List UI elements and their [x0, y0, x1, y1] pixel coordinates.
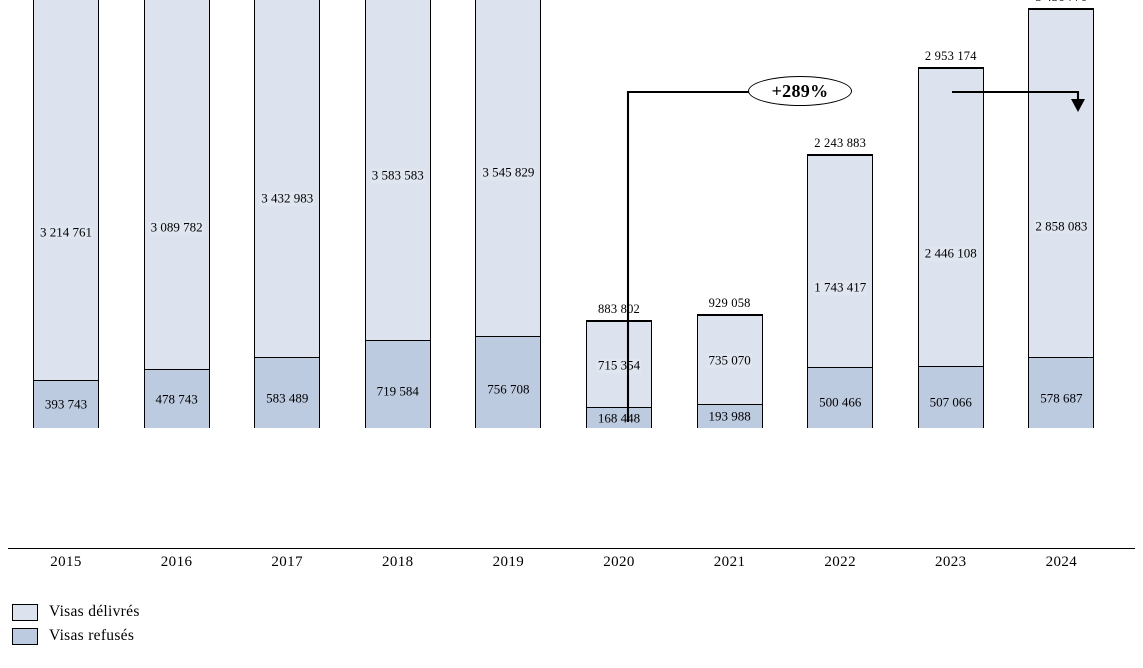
chart-legend: Visas délivrés Visas refusés: [12, 600, 140, 648]
total-label-2021: 929 058: [708, 296, 751, 311]
value-label-refused-2015: 393 743: [44, 396, 88, 412]
segment-delivered-2017[interactable]: 3 432 983: [254, 0, 321, 357]
value-label-delivered-2019: 3 545 829: [481, 164, 536, 181]
x-axis-label-2018: 2018: [381, 554, 414, 570]
segment-refused-2022[interactable]: 500 466: [807, 366, 874, 428]
segment-refused-2018[interactable]: 719 584: [364, 340, 431, 428]
segment-delivered-2021[interactable]: 735 070: [696, 314, 763, 405]
value-label-delivered-2020: 715 354: [596, 357, 642, 374]
legend-swatch-refused: [12, 627, 38, 645]
x-axis-label-2019: 2019: [492, 554, 525, 570]
total-label-2022: 2 243 883: [814, 135, 867, 150]
x-axis-label-2022: 2022: [824, 554, 856, 570]
x-axis-line: [8, 548, 1135, 549]
segment-delivered-2016[interactable]: 3 089 782: [143, 0, 210, 370]
segment-refused-2016[interactable]: 478 743: [143, 369, 210, 428]
segment-refused-2015[interactable]: 393 743: [33, 379, 99, 428]
segment-refused-2019[interactable]: 756 708: [475, 335, 542, 428]
bar-column-2021[interactable]: 929 058 735 070 193 988: [696, 296, 763, 428]
segment-delivered-2020[interactable]: 715 354: [586, 319, 652, 408]
value-label-refused-2018: 719 584: [376, 383, 419, 399]
segment-delivered-2022[interactable]: 1 743 417: [807, 153, 874, 367]
segment-delivered-2015[interactable]: 3 214 761: [33, 0, 99, 380]
legend-label-refused: Visas refusés: [49, 627, 135, 644]
x-axis-label-2021: 2021: [713, 554, 746, 570]
value-label-refused-2016: 478 743: [155, 391, 198, 407]
legend-swatch-delivered: [12, 603, 38, 621]
value-label-refused-2019: 756 708: [487, 381, 530, 397]
value-label-refused-2017: 583 489: [266, 390, 309, 406]
value-label-refused-2020: 168 448: [597, 410, 641, 426]
segment-refused-2024[interactable]: 578 687: [1028, 357, 1095, 428]
x-axis-label-2020: 2020: [603, 554, 635, 570]
segment-delivered-2024[interactable]: 2 858 083: [1028, 7, 1095, 358]
x-axis-label-2015: 2015: [50, 554, 82, 570]
segment-delivered-2019[interactable]: 3 545 829: [475, 0, 542, 336]
bar-column-2023[interactable]: 2 953 174 2 446 108 507 066: [917, 49, 984, 428]
total-label-2020: 883 802: [597, 301, 641, 316]
legend-item-delivered[interactable]: Visas délivrés: [12, 600, 140, 624]
segment-refused-2020[interactable]: 168 448: [586, 407, 652, 428]
value-label-delivered-2018: 3 583 583: [370, 167, 425, 184]
value-label-refused-2024: 578 687: [1040, 390, 1083, 406]
value-label-refused-2022: 500 466: [819, 394, 862, 410]
value-label-delivered-2023: 2 446 108: [923, 245, 978, 262]
x-axis-label-2017: 2017: [271, 554, 303, 570]
value-label-delivered-2024: 2 858 083: [1034, 218, 1089, 234]
value-label-delivered-2016: 3 089 782: [149, 219, 204, 236]
value-label-delivered-2017: 3 432 983: [260, 190, 315, 207]
segment-refused-2023[interactable]: 507 066: [917, 366, 984, 428]
value-label-delivered-2015: 3 214 761: [39, 224, 93, 241]
bar-column-2024[interactable]: 3 436 770 2 858 083 578 687: [1028, 0, 1095, 428]
total-label-2024: 3 436 770: [1035, 0, 1087, 5]
value-label-refused-2021: 193 988: [708, 408, 751, 424]
total-label-2023: 2 953 174: [924, 49, 977, 64]
segment-delivered-2023[interactable]: 2 446 108: [917, 67, 984, 367]
segment-refused-2017[interactable]: 583 489: [254, 356, 321, 428]
segment-delivered-2018[interactable]: 3 583 583: [364, 0, 431, 341]
legend-item-refused[interactable]: Visas refusés: [12, 624, 140, 648]
bar-column-2022[interactable]: 2 243 883 1 743 417 500 466: [807, 136, 874, 428]
value-label-delivered-2021: 735 070: [707, 352, 752, 369]
x-axis-label-2024: 2024: [1045, 554, 1078, 570]
value-label-delivered-2022: 1 743 417: [813, 279, 868, 296]
x-axis-label-2016: 2016: [160, 554, 193, 570]
legend-label-delivered: Visas délivrés: [49, 603, 140, 620]
value-label-refused-2023: 507 066: [929, 394, 972, 410]
x-axis-label-2023: 2023: [934, 554, 967, 570]
bar-column-2020[interactable]: 883 802 715 354 168 448: [586, 302, 652, 428]
segment-refused-2021[interactable]: 193 988: [696, 404, 763, 428]
